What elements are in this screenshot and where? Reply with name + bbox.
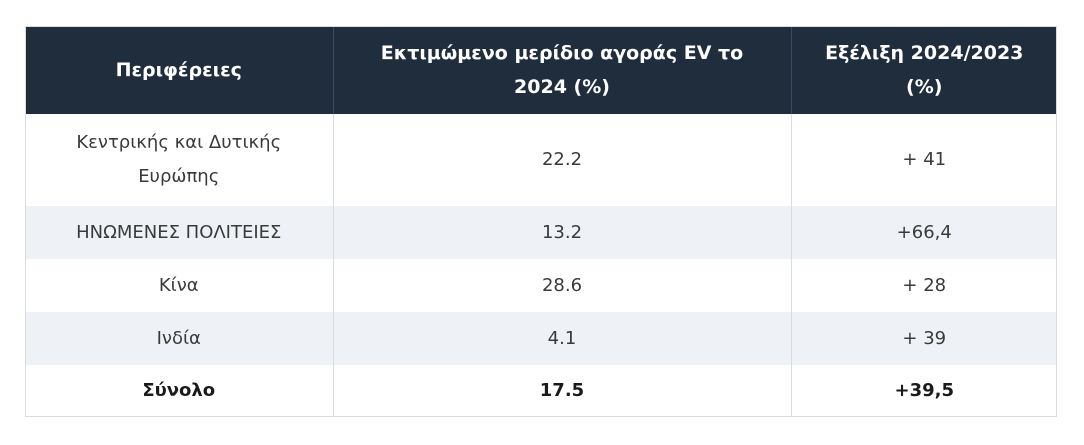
table-row: ΗΝΩΜΕΝΕΣ ΠΟΛΙΤΕΙΕΣ 13.2 +66,4	[25, 206, 1057, 259]
market-share-cell: 22.2	[333, 114, 792, 206]
market-share-cell: 13.2	[333, 206, 792, 259]
region-cell: Κίνα	[25, 259, 334, 312]
total-label-cell: Σύνολο	[25, 365, 334, 417]
change-cell: +66,4	[791, 206, 1057, 259]
header-row: Περιφέρειες Εκτιμώμενο μερίδιο αγοράς EV…	[25, 26, 1057, 114]
change-cell: + 39	[791, 312, 1057, 365]
region-cell: Κεντρικής και Δυτικής Ευρώπης	[25, 114, 334, 206]
header-regions: Περιφέρειες	[25, 26, 334, 114]
header-market-share: Εκτιμώμενο μερίδιο αγοράς EV το 2024 (%)	[333, 26, 792, 114]
market-share-cell: 4.1	[333, 312, 792, 365]
change-cell: + 28	[791, 259, 1057, 312]
change-cell: + 41	[791, 114, 1057, 206]
total-row: Σύνολο 17.5 +39,5	[25, 365, 1057, 417]
table-header: Περιφέρειες Εκτιμώμενο μερίδιο αγοράς EV…	[25, 26, 1057, 114]
region-cell: Ινδία	[25, 312, 334, 365]
total-change-cell: +39,5	[791, 365, 1057, 417]
header-change: Εξέλιξη 2024/2023 (%)	[791, 26, 1057, 114]
ev-market-share-table: Περιφέρειες Εκτιμώμενο μερίδιο αγοράς EV…	[25, 26, 1057, 417]
table-row: Κεντρικής και Δυτικής Ευρώπης 22.2 + 41	[25, 114, 1057, 206]
table-row: Κίνα 28.6 + 28	[25, 259, 1057, 312]
total-market-share-cell: 17.5	[333, 365, 792, 417]
market-share-cell: 28.6	[333, 259, 792, 312]
table-row: Ινδία 4.1 + 39	[25, 312, 1057, 365]
table-body: Κεντρικής και Δυτικής Ευρώπης 22.2 + 41 …	[25, 114, 1057, 417]
ev-market-share-table-container: Περιφέρειες Εκτιμώμενο μερίδιο αγοράς EV…	[25, 26, 1057, 417]
region-cell: ΗΝΩΜΕΝΕΣ ΠΟΛΙΤΕΙΕΣ	[25, 206, 334, 259]
